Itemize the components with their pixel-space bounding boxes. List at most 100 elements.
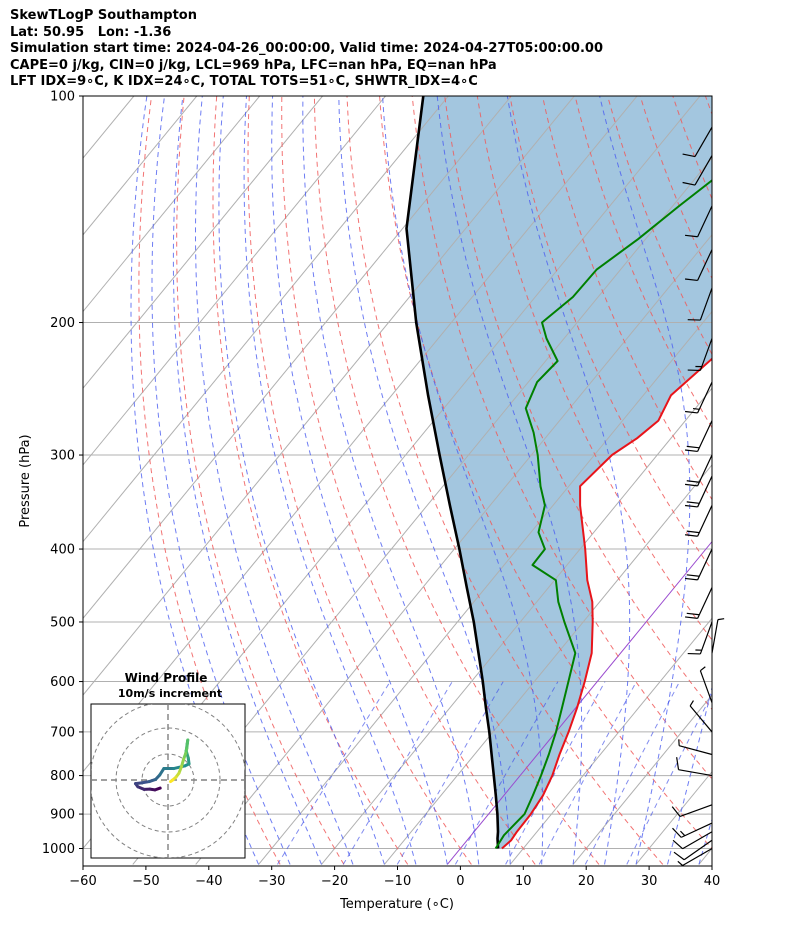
wind-barb-staff [680,822,713,838]
wind-barb [689,700,713,733]
isotherm-line [83,96,323,389]
wind-barb-flag [686,574,700,577]
wind-barb-staff [682,831,713,850]
wind-barb-flag [686,530,700,534]
dry-adiabat-line [738,96,794,864]
location-line: Lat: 50.95 Lon: -1.36 [10,24,172,40]
hodograph-inset: Wind Profile 10m/s increment [90,671,246,859]
x-tick-label: −60 [69,874,96,889]
parcel-shading [406,96,712,849]
temperature-profile-line [501,357,712,850]
wind-barb-flag [684,616,698,619]
moist-adiabat-line [302,96,480,865]
wind-barb [684,381,713,414]
wind-barb-flag [682,181,696,186]
isotherm-line [83,96,386,466]
hodograph-segment [169,778,175,784]
times-line: Simulation start time: 2024-04-26_00:00:… [10,41,603,56]
wind-barb-flag [671,806,681,817]
moist-adiabat-line [151,96,291,865]
wind-barb-staff [697,381,713,414]
wind-barb [678,739,713,756]
y-tick-label: 400 [50,543,75,558]
wind-barb [684,587,713,619]
wind-barb-staff [711,619,719,654]
wind-barb [676,757,713,777]
wind-barb-half-flag [680,830,686,837]
dry-adiabat-line [771,96,794,864]
wind-barb-flag [686,612,700,616]
dewpoint-profile-line [494,179,712,850]
wind-barb-half-flag [689,700,694,707]
y-tick-label: 700 [50,725,75,740]
moist-adiabat-line [195,96,354,865]
dry-adiabat-line [176,96,345,865]
wind-barb-flag [682,153,696,158]
isotherm-line [83,96,575,696]
isotherm-line [509,617,712,865]
y-tick-label: 600 [50,675,75,690]
wind-barb-staff [697,505,713,537]
wind-barb-half-flag [677,860,683,866]
wind-barb-flag [673,851,685,861]
wind-barb-staff [697,454,713,487]
dry-adiabat-line [704,96,712,116]
dry-adiabat-line [379,96,712,850]
dry-adiabat-line [346,96,664,865]
wind-barb-staff [697,420,713,452]
dry-adiabat-line [411,96,712,780]
wind-barb-flag [686,501,700,504]
wind-barb [684,205,713,238]
y-tick-label: 300 [50,449,75,464]
wind-barb [672,822,713,838]
wind-barb [684,505,713,537]
dry-adiabat-line [444,96,712,711]
x-tick-label: 20 [578,874,595,889]
wind-barb-flag [684,483,698,487]
mixing-ratio-line [342,681,453,865]
mixing-ratio-line [277,681,391,865]
wind-barb-flag [684,504,698,508]
moist-adiabat-line [698,817,712,865]
y-tick-label: 100 [50,90,75,105]
wind-barb-flag [684,449,698,453]
x-tick-label: −10 [384,874,411,889]
x-tick-label: −20 [321,874,348,889]
moist-adiabat-line [667,685,712,865]
isotherm-line [321,387,712,865]
wind-barb [672,831,713,850]
isotherm-line [698,847,712,865]
wind-barb [684,548,713,581]
wind-barb-flag [672,839,683,850]
isotherm-line [83,96,198,236]
mixing-ratio-line [584,681,681,865]
wind-barb [687,621,713,655]
hodograph-title: Wind Profile [125,671,208,685]
adiabats [130,96,794,865]
x-tick-label: −30 [258,874,285,889]
mixing-ratio-line [505,681,606,865]
wind-barb-flag [684,534,698,537]
wind-barb-half-flag [692,407,700,410]
x-tick-label: 40 [704,874,721,889]
wind-barb [711,618,725,654]
indices-line-1: CAPE=0 j/kg, CIN=0 j/kg, LCL=969 hPa, LF… [10,57,497,73]
wind-barb-flag [686,445,700,449]
wind-barb-flag [684,577,698,581]
y-tick-label: 800 [50,769,75,784]
chart-header: SkewTLogP Southampton Lat: 50.95 Lon: -1… [10,8,603,91]
wind-barb [677,847,713,867]
wind-barb-flag [684,410,698,414]
x-tick-label: 0 [456,874,464,889]
indices-line-2: LFT IDX=9∘C, K IDX=24∘C, TOTAL TOTS=51∘C… [10,74,478,89]
isotherm-line [572,694,712,865]
chart-title: SkewTLogP Southampton [10,8,197,23]
isotherm-zero-line [446,540,712,865]
mixing-ratio-line [626,692,712,865]
wind-barb-staff [697,587,713,619]
dry-adiabat-line [313,96,600,865]
wind-barb-staff [679,804,713,818]
isotherm-line [0,96,71,864]
moist-adiabat-line [271,96,448,865]
isotherm-line [83,96,261,313]
